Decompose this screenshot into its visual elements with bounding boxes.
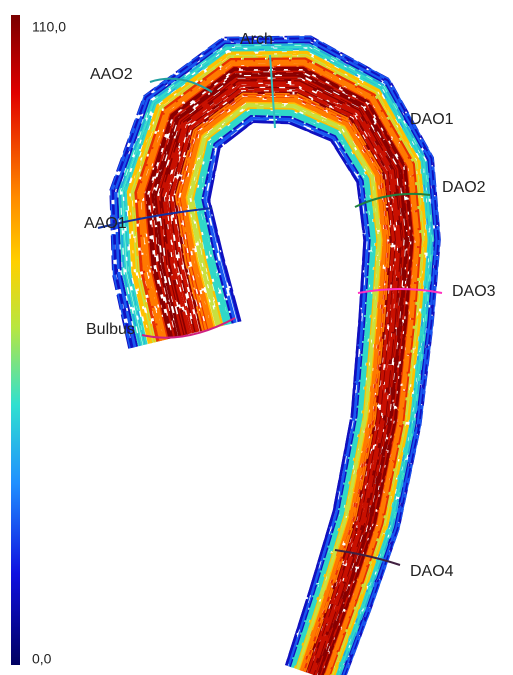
- label-dao4: DAO4: [410, 563, 454, 580]
- colorbar-max: 110,0: [32, 19, 66, 35]
- label-bulbus: Bulbus: [86, 321, 135, 338]
- label-dao3: DAO3: [452, 283, 496, 300]
- label-dao2: DAO2: [442, 179, 486, 196]
- colorbar: [11, 15, 20, 665]
- streamline: [191, 107, 378, 669]
- label-aao1: AAO1: [84, 215, 127, 232]
- label-dao1: DAO1: [410, 111, 454, 128]
- label-arch: Arch: [240, 31, 273, 48]
- figure: 110,0 0,0 Arch AAO2 DAO1 DAO2 AAO1 DAO3 …: [0, 0, 513, 675]
- label-aao2: AAO2: [90, 66, 133, 83]
- colorbar-min: 0,0: [32, 651, 52, 667]
- streamlines: [110, 36, 440, 675]
